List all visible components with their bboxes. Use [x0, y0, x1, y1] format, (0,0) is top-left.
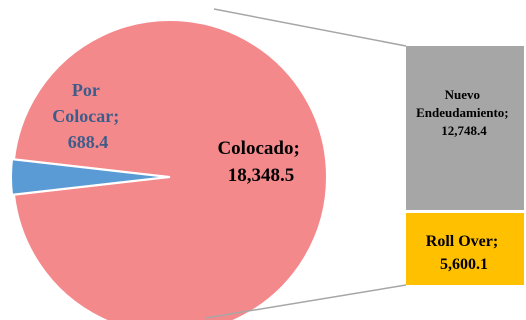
pie	[10, 19, 328, 320]
breakdown-bar	[406, 46, 524, 285]
connector-line-bottom	[205, 284, 407, 319]
pie-slice-por-colocar	[10, 158, 169, 196]
slice-label-por-colocar: Por Colocar; 688.4	[52, 80, 123, 152]
segment-label-roll-over: Roll Over; 5,600.1	[426, 233, 502, 273]
connector-line-top	[213, 8, 407, 47]
bar-segment-roll-over	[406, 212, 524, 285]
segment-label-nuevo-endeudamiento: Nuevo Endeudamiento; 12,748.4	[416, 87, 512, 138]
bar-segment-nuevo-endeudamiento	[406, 46, 524, 210]
pie-slice-colocado	[12, 19, 328, 320]
slice-label-colocado: Colocado; 18,348.5	[217, 138, 304, 186]
connector-lines	[205, 8, 407, 319]
